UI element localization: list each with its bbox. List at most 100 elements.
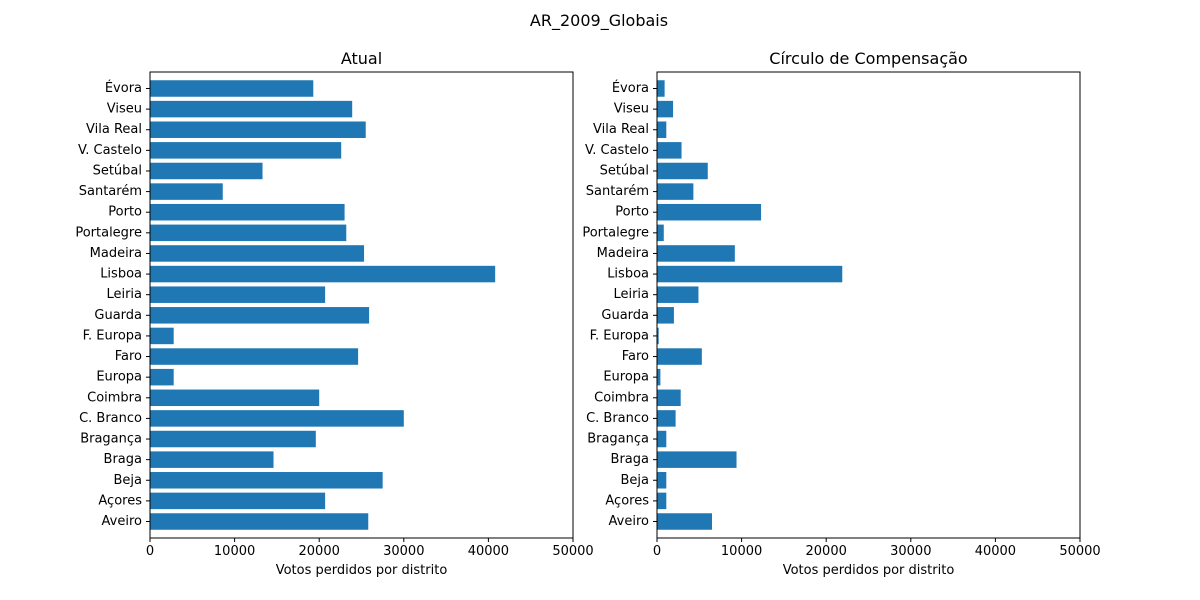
y-tick-label: V. Castelo xyxy=(585,143,649,158)
y-tick-label: Braga xyxy=(104,452,142,467)
bar xyxy=(657,80,665,97)
x-tick-label: 40000 xyxy=(975,544,1016,559)
y-tick-label: F. Europa xyxy=(83,328,142,343)
y-tick-label: Faro xyxy=(115,349,142,364)
y-tick-label: Guarda xyxy=(94,308,142,323)
y-tick-label: Portalegre xyxy=(582,225,649,240)
y-tick-label: C. Branco xyxy=(586,411,649,426)
bar xyxy=(657,307,674,324)
y-tick-label: Beja xyxy=(114,473,143,488)
bar xyxy=(657,183,694,200)
bar xyxy=(657,368,661,386)
bar xyxy=(150,203,345,221)
bar xyxy=(657,121,667,138)
bar xyxy=(657,430,667,448)
y-tick-label: Vila Real xyxy=(86,122,142,137)
y-tick-label: Santarém xyxy=(586,184,649,199)
x-tick-label: 50000 xyxy=(552,544,593,559)
bar xyxy=(657,265,843,283)
y-tick-label: Bragança xyxy=(587,432,649,447)
y-tick-label: Faro xyxy=(622,349,649,364)
y-tick-label: Coimbra xyxy=(594,390,649,405)
axes-frame xyxy=(149,71,574,539)
subplot-title: Círculo de Compensação xyxy=(769,49,967,68)
x-tick-label: 10000 xyxy=(721,544,762,559)
bar xyxy=(657,224,664,242)
x-axis-label: Votos perdidos por distrito xyxy=(783,563,955,578)
bar xyxy=(150,142,342,159)
axes-frame xyxy=(656,71,1081,539)
bar xyxy=(657,162,708,180)
bar xyxy=(657,389,681,407)
y-tick-label: Setúbal xyxy=(600,163,649,178)
y-tick-label: Açores xyxy=(98,493,142,508)
bar xyxy=(150,100,353,118)
bar xyxy=(150,245,365,262)
y-tick-label: Coimbra xyxy=(87,390,142,405)
y-tick-label: V. Castelo xyxy=(78,143,142,158)
y-tick-label: Porto xyxy=(615,205,649,220)
y-tick-label: Beja xyxy=(621,473,650,488)
x-tick-label: 20000 xyxy=(299,544,340,559)
bar xyxy=(657,286,699,303)
bar xyxy=(150,327,174,345)
x-tick-label: 40000 xyxy=(468,544,509,559)
y-tick-label: Santarém xyxy=(79,184,142,199)
bar xyxy=(150,368,174,386)
y-tick-label: Bragança xyxy=(80,432,142,447)
y-tick-label: Europa xyxy=(96,370,142,385)
y-tick-label: Europa xyxy=(603,370,649,385)
x-tick-label: 0 xyxy=(146,544,154,559)
y-tick-label: Portalegre xyxy=(75,225,142,240)
bar xyxy=(657,451,737,468)
bar xyxy=(657,492,667,510)
bar xyxy=(657,410,676,427)
subplot-title: Atual xyxy=(341,49,382,68)
bar xyxy=(657,100,674,118)
y-tick-label: Leiria xyxy=(106,287,142,302)
x-tick-label: 10000 xyxy=(214,544,255,559)
figure-title: AR_2009_Globais xyxy=(530,11,668,31)
y-tick-label: Aveiro xyxy=(609,514,649,529)
bar xyxy=(150,430,316,448)
bar xyxy=(657,472,667,489)
bar xyxy=(150,410,404,427)
y-tick-label: Açores xyxy=(605,493,649,508)
y-tick-label: Madeira xyxy=(90,246,142,261)
bar xyxy=(150,472,383,489)
x-tick-label: 0 xyxy=(653,544,661,559)
bar xyxy=(657,203,762,221)
y-tick-label: Viseu xyxy=(614,102,649,117)
bar xyxy=(150,162,263,180)
y-tick-label: C. Branco xyxy=(79,411,142,426)
y-tick-label: Porto xyxy=(108,205,142,220)
y-tick-label: Braga xyxy=(611,452,649,467)
subplot-1: Atual Aveiro Açores Beja Braga Bragança C. Bra… xyxy=(75,49,593,578)
bar xyxy=(150,286,326,303)
bar xyxy=(150,389,320,407)
y-tick-label: Guarda xyxy=(601,308,649,323)
bar xyxy=(150,492,326,510)
y-tick-label: Aveiro xyxy=(102,514,142,529)
x-tick-label: 30000 xyxy=(383,544,424,559)
y-tick-label: Viseu xyxy=(107,102,142,117)
bar xyxy=(150,513,369,530)
y-tick-label: Lisboa xyxy=(100,267,142,282)
x-tick-label: 30000 xyxy=(890,544,931,559)
bar xyxy=(657,142,682,159)
bar xyxy=(657,348,702,365)
y-tick-label: Évora xyxy=(612,80,649,96)
bar xyxy=(657,513,712,530)
y-tick-label: Lisboa xyxy=(607,267,649,282)
x-tick-label: 50000 xyxy=(1059,544,1100,559)
x-tick-label: 20000 xyxy=(806,544,847,559)
y-tick-label: Vila Real xyxy=(593,122,649,137)
bar xyxy=(150,121,366,138)
y-tick-label: Leiria xyxy=(613,287,649,302)
bar xyxy=(150,348,359,365)
bar xyxy=(150,224,347,242)
bar xyxy=(657,245,735,262)
subplots: Atual Aveiro Açores Beja Braga Bragança C. Bra… xyxy=(75,49,1100,578)
bar xyxy=(150,265,496,283)
